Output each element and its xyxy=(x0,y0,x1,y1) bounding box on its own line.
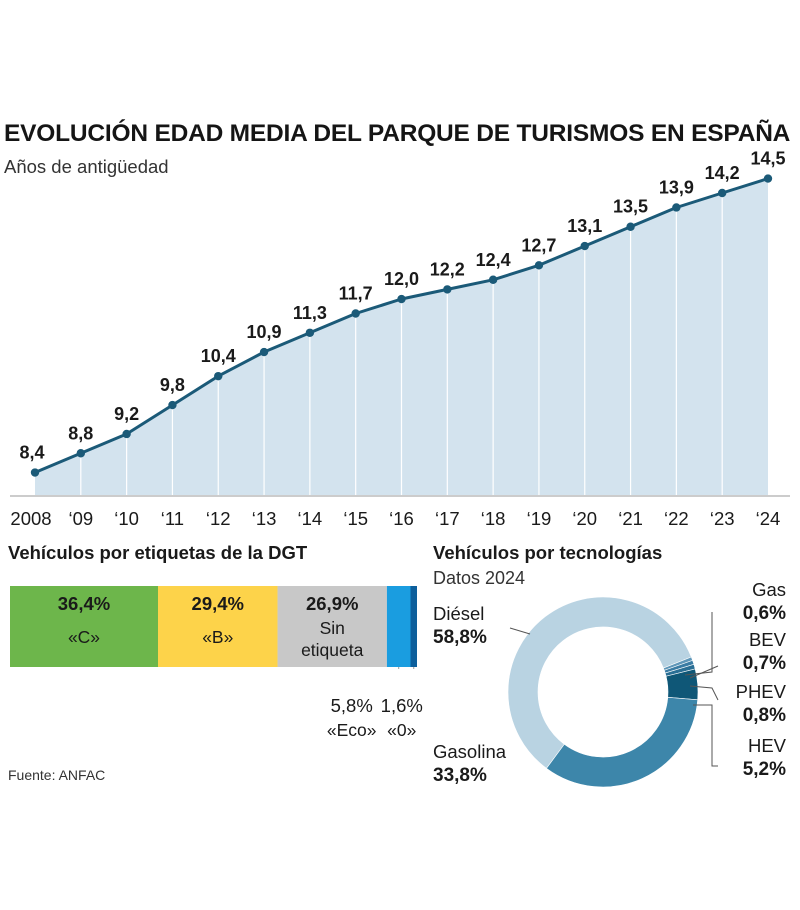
age-area-chart: 8,4 2008 8,8 ‘09 9,2 ‘10 9,8 ‘11 10,4 ‘12 10,9 ‘13 1… xyxy=(10,149,790,529)
dgt-segment-tag: «Eco» xyxy=(327,720,377,740)
x-tick-label: ‘19 xyxy=(527,508,552,529)
x-tick-label: ‘11 xyxy=(161,508,184,529)
data-label: 11,7 xyxy=(339,283,373,303)
data-label: 12,4 xyxy=(476,250,511,270)
data-point xyxy=(259,347,269,357)
data-label: 11,3 xyxy=(293,303,327,323)
source-note: Fuente: ANFAC xyxy=(8,767,106,783)
dgt-segment-value: 29,4% xyxy=(192,593,244,614)
data-point xyxy=(763,174,773,183)
donut-leader-line xyxy=(689,665,719,679)
x-tick-label: ‘23 xyxy=(710,508,735,529)
donut-leader-line xyxy=(509,627,531,635)
x-tick-label: ‘15 xyxy=(343,508,368,529)
x-tick-label: ‘14 xyxy=(298,508,323,529)
donut-leader-line xyxy=(693,704,718,767)
dgt-segment-value: 26,9% xyxy=(306,593,358,614)
data-label: 14,5 xyxy=(750,149,785,169)
x-tick-label: ‘21 xyxy=(618,508,643,529)
data-point xyxy=(30,468,40,477)
donut-slice-diésel xyxy=(507,596,692,769)
x-tick-label: ‘12 xyxy=(206,508,231,529)
data-label: 12,7 xyxy=(521,235,556,255)
data-label: 12,2 xyxy=(430,259,465,279)
dgt-segment xyxy=(410,586,417,667)
x-tick-label: 2008 xyxy=(10,508,51,529)
donut-slice-name: PHEV xyxy=(736,681,787,702)
dgt-tag-line: etiqueta xyxy=(301,640,364,660)
data-label: 12,0 xyxy=(384,269,419,289)
dgt-segment-value: 36,4% xyxy=(58,593,110,614)
data-point xyxy=(214,371,223,381)
dgt-segment xyxy=(158,586,278,667)
donut-slice-name: Diésel xyxy=(433,603,484,624)
data-label: 10,4 xyxy=(201,346,236,366)
data-point xyxy=(580,241,589,251)
dgt-segment xyxy=(10,586,158,667)
dgt-tag-line: Sin xyxy=(320,618,345,638)
x-tick-label: ‘17 xyxy=(435,508,460,529)
data-point xyxy=(122,429,131,439)
donut-slice-name: Gas xyxy=(752,579,786,600)
x-tick-label: ‘24 xyxy=(756,508,781,529)
technology-subtitle: Datos 2024 xyxy=(433,568,526,588)
data-label: 13,1 xyxy=(567,216,602,236)
dgt-segment xyxy=(277,586,387,667)
data-point xyxy=(305,328,315,337)
x-tick-label: ‘20 xyxy=(572,508,597,529)
dgt-segment-value: 1,6% xyxy=(381,695,423,716)
donut-leader-line xyxy=(684,612,713,676)
data-point xyxy=(351,309,360,318)
data-point xyxy=(443,285,452,294)
technology-title: Vehículos por tecnologías xyxy=(433,542,663,563)
chart-subtitle: Años de antigüedad xyxy=(4,156,169,177)
x-tick-label: ‘13 xyxy=(252,508,277,529)
donut-slice-gasolina xyxy=(546,697,699,788)
chart-title: EVOLUCIÓN EDAD MEDIA DEL PARQUE DE TURIS… xyxy=(4,120,791,147)
dgt-segment-tag: «C» xyxy=(68,627,100,647)
data-label: 14,2 xyxy=(705,163,740,183)
data-label: 10,9 xyxy=(247,322,282,342)
dgt-segment xyxy=(386,586,411,667)
donut-slice-value: 5,2% xyxy=(743,759,786,780)
donut-slice-value: 0,8% xyxy=(743,705,786,726)
dgt-segment-value: 5,8% xyxy=(331,695,373,716)
x-tick-label: ‘09 xyxy=(68,508,93,529)
data-label: 13,9 xyxy=(659,177,694,197)
data-point xyxy=(534,261,544,270)
donut-slice-name: HEV xyxy=(748,735,787,756)
dgt-labels-title: Vehículos por etiquetas de la DGT xyxy=(8,542,308,563)
x-tick-label: ‘18 xyxy=(481,508,506,529)
dgt-segment-tag: Sin etiqueta xyxy=(301,618,364,660)
dgt-segment-tag: «B» xyxy=(202,627,233,647)
x-tick-label: ‘10 xyxy=(114,508,139,529)
data-point xyxy=(397,294,406,304)
data-point xyxy=(76,449,86,458)
donut-slice-value: 0,7% xyxy=(743,653,786,674)
data-point xyxy=(626,222,635,231)
data-point xyxy=(488,275,498,284)
donut-slice-value: 58,8% xyxy=(433,627,487,648)
data-point xyxy=(672,203,681,212)
donut-leader-line xyxy=(689,685,719,701)
donut-slice-name: BEV xyxy=(749,629,787,650)
data-label: 13,5 xyxy=(613,197,648,217)
data-label: 9,8 xyxy=(160,375,185,395)
donut-slice-name: Gasolina xyxy=(433,741,507,762)
x-tick-label: ‘16 xyxy=(389,508,414,529)
donut-slice-value: 33,8% xyxy=(433,765,487,786)
x-tick-label: ‘22 xyxy=(664,508,689,529)
data-label: 8,4 xyxy=(19,443,44,463)
data-point xyxy=(168,400,177,410)
data-label: 8,8 xyxy=(68,423,93,443)
data-label: 9,2 xyxy=(114,404,139,424)
data-point xyxy=(717,188,727,198)
dgt-segment-tag: «0» xyxy=(387,720,416,740)
donut-slice-value: 0,6% xyxy=(743,603,786,624)
